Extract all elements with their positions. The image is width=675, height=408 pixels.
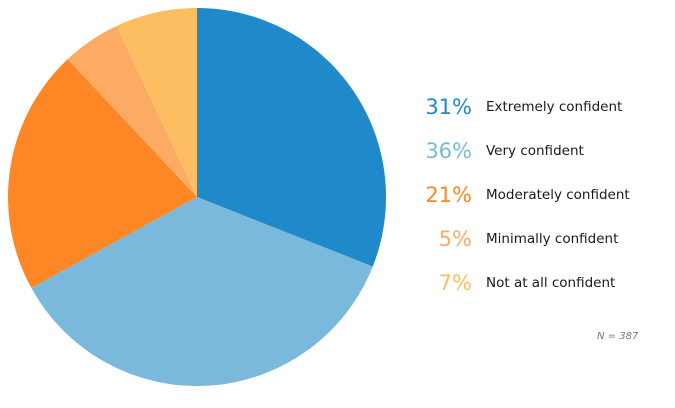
legend-item-not-at-all-confident: 7% Not at all confident: [418, 266, 658, 310]
legend-label: Moderately confident: [486, 187, 630, 203]
pie-chart: [7, 8, 387, 387]
legend-percent: 31%: [425, 95, 472, 119]
legend-item-extremely-confident: 31% Extremely confident: [418, 90, 658, 134]
legend-item-very-confident: 36% Very confident: [418, 134, 658, 178]
legend: 31% Extremely confident 36% Very confide…: [418, 90, 658, 310]
sample-size-note: N = 387: [597, 331, 639, 342]
legend-percent: 21%: [425, 183, 472, 207]
legend-label: Minimally confident: [486, 231, 619, 247]
legend-label: Very confident: [486, 143, 584, 159]
pie-slice-minimally-confident: [67, 25, 198, 197]
legend-label: Extremely confident: [486, 99, 623, 115]
pie-slice-moderately-confident: [7, 59, 197, 289]
legend-percent: 7%: [438, 271, 472, 295]
legend-percent: 5%: [438, 227, 472, 251]
legend-label: Not at all confident: [486, 275, 616, 291]
legend-item-minimally-confident: 5% Minimally confident: [418, 222, 658, 266]
pie-slice-extremely-confident: [197, 8, 387, 267]
pie-slice-not-at-all-confident: [116, 8, 197, 197]
pie-slice-very-confident: [31, 197, 373, 387]
legend-item-moderately-confident: 21% Moderately confident: [418, 178, 658, 222]
legend-percent: 36%: [425, 139, 472, 163]
